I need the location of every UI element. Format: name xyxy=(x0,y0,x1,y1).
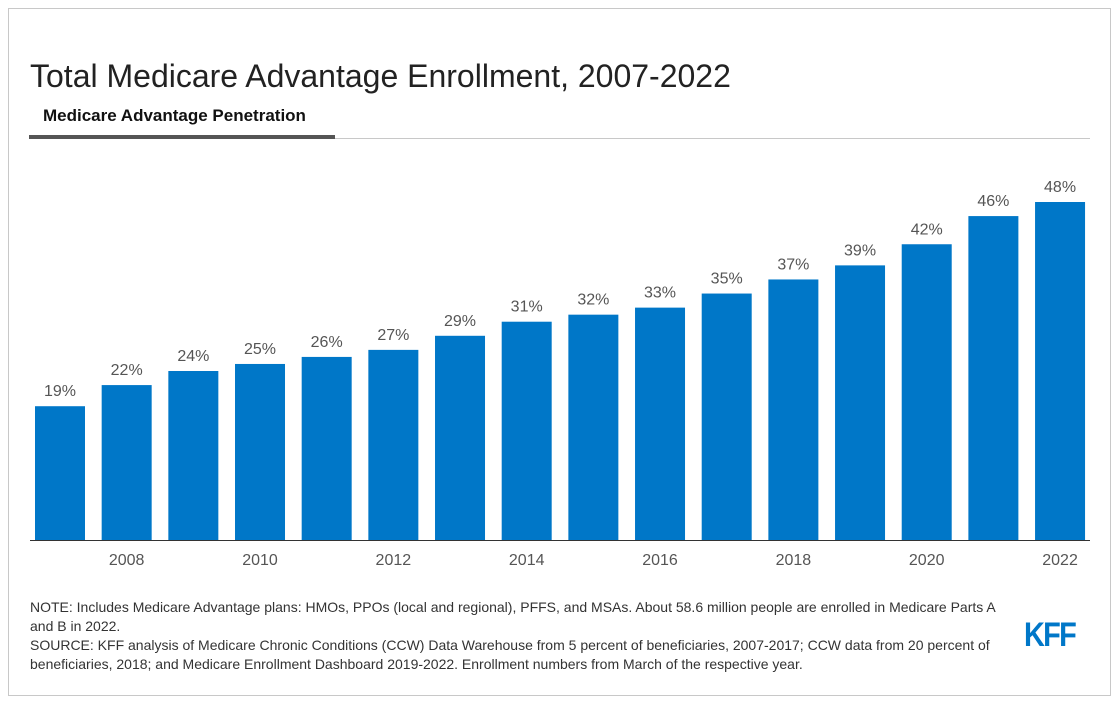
bar-2021 xyxy=(968,216,1019,541)
bar-2014 xyxy=(501,321,552,540)
data-label-2010: 25% xyxy=(244,341,276,358)
x-tick-label: 2008 xyxy=(109,552,145,569)
footnotes: NOTE: Includes Medicare Advantage plans:… xyxy=(30,598,1010,674)
bar-2008 xyxy=(101,385,152,540)
active-tab-indicator xyxy=(29,135,335,139)
bar-2019 xyxy=(835,265,886,540)
data-label-2018: 37% xyxy=(777,256,809,273)
data-label-2009: 24% xyxy=(177,348,209,365)
x-tick-label: 2016 xyxy=(642,552,678,569)
data-label-2008: 22% xyxy=(111,362,143,379)
bar-2022 xyxy=(1035,202,1086,540)
data-label-2021: 46% xyxy=(977,193,1009,210)
data-label-2007: 19% xyxy=(44,383,76,400)
data-label-2019: 39% xyxy=(844,242,876,259)
bar-2010 xyxy=(235,363,286,540)
x-tick-label: 2010 xyxy=(242,552,278,569)
bar-2016 xyxy=(635,307,686,540)
data-label-2014: 31% xyxy=(511,299,543,316)
data-label-2015: 32% xyxy=(577,292,609,309)
x-tick-label: 2022 xyxy=(1042,552,1078,569)
x-tick-label: 2018 xyxy=(776,552,812,569)
x-tick-label: 2020 xyxy=(909,552,945,569)
tab-medicare-advantage-penetration[interactable]: Medicare Advantage Penetration xyxy=(43,106,306,125)
x-tick-label: 2012 xyxy=(376,552,412,569)
tab-divider xyxy=(30,138,1090,139)
bar-2018 xyxy=(768,279,819,540)
bar-2007 xyxy=(35,406,85,540)
chart-frame xyxy=(8,8,1111,696)
data-label-2020: 42% xyxy=(911,221,943,238)
bar-2012 xyxy=(368,349,419,540)
source-text: SOURCE: KFF analysis of Medicare Chronic… xyxy=(30,637,990,672)
bar-2020 xyxy=(901,244,952,540)
x-tick-label: 2014 xyxy=(509,552,545,569)
data-label-2017: 35% xyxy=(711,271,743,288)
data-label-2013: 29% xyxy=(444,313,476,330)
bar-2017 xyxy=(701,293,752,540)
bar-2013 xyxy=(435,335,486,540)
bar-2015 xyxy=(568,314,619,540)
data-label-2016: 33% xyxy=(644,285,676,302)
data-label-2011: 26% xyxy=(311,334,343,351)
note-text: NOTE: Includes Medicare Advantage plans:… xyxy=(30,599,995,634)
chart-title: Total Medicare Advantage Enrollment, 200… xyxy=(30,58,731,94)
kff-logo: KFF xyxy=(1024,616,1077,654)
data-label-2012: 27% xyxy=(377,327,409,344)
bar-2011 xyxy=(301,356,352,540)
bar-2009 xyxy=(168,371,219,540)
data-label-2022: 48% xyxy=(1044,179,1076,196)
